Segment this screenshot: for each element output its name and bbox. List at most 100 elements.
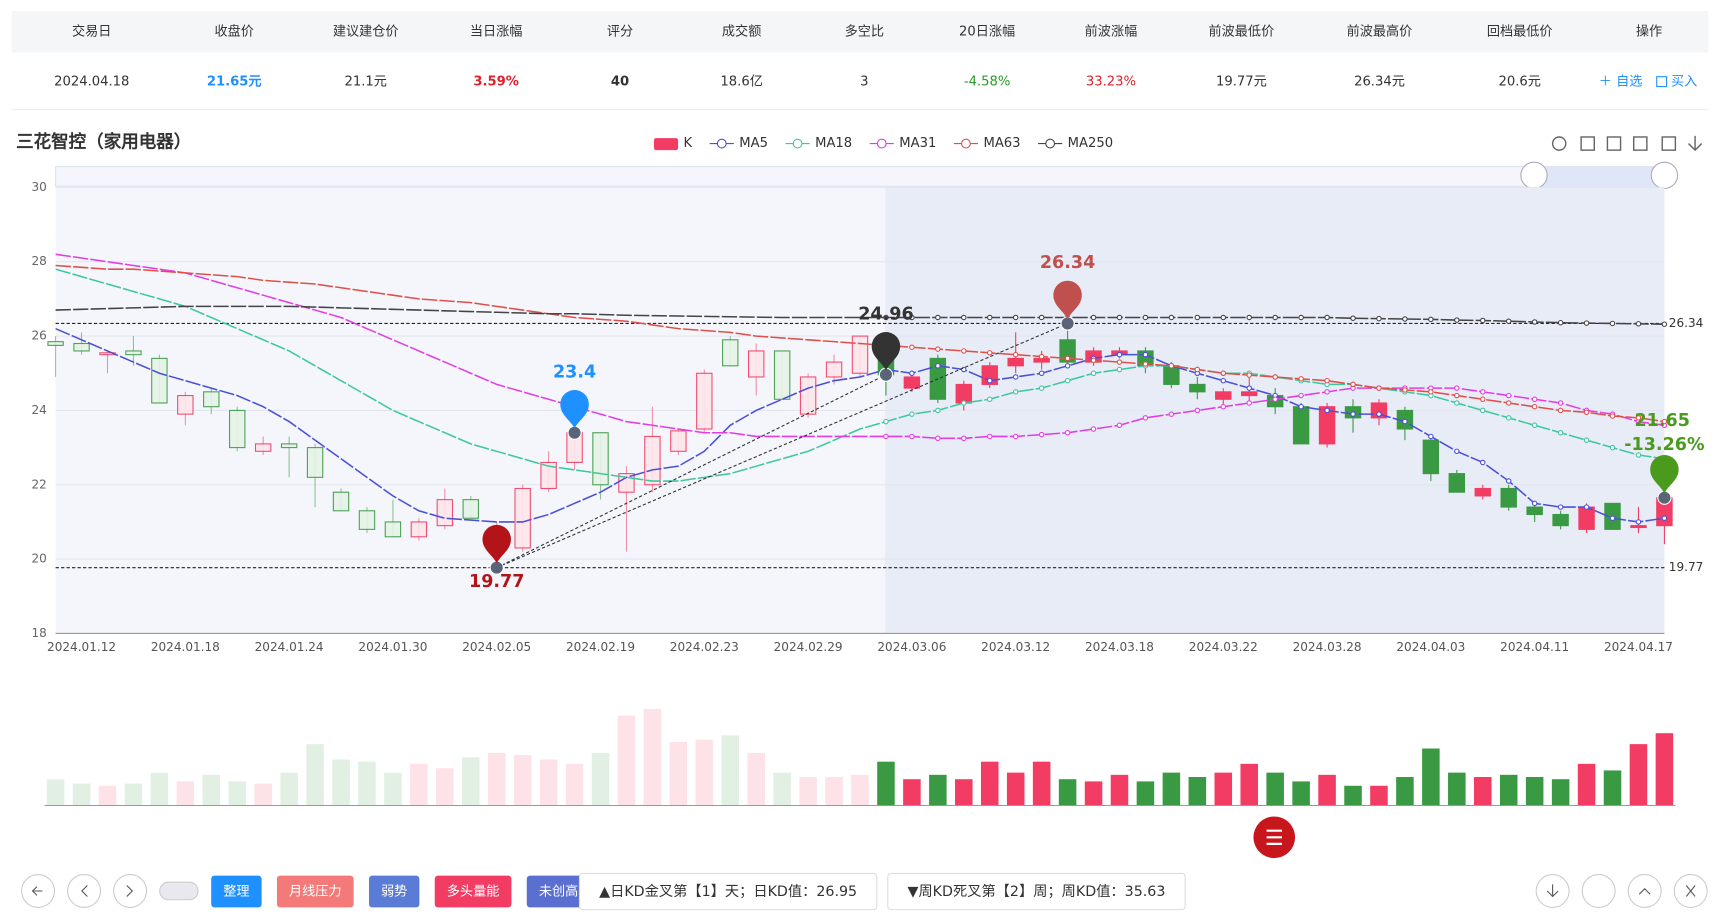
toggle[interactable]: [159, 881, 199, 901]
candle-body: [280, 443, 298, 449]
ma-point: [1012, 374, 1019, 380]
tag-label[interactable]: 多头量能: [447, 883, 500, 900]
volume-bar: [1551, 779, 1570, 806]
tag-label[interactable]: 弱势: [381, 884, 407, 900]
signal-box: [578, 872, 878, 911]
marker-label: 23.4: [553, 362, 596, 382]
icon-select[interactable]: [1661, 136, 1677, 151]
cell: 2024.04.18: [54, 75, 129, 90]
legend-swatch[interactable]: [792, 138, 803, 149]
ma-point: [1038, 370, 1045, 376]
ma-point: [1142, 314, 1149, 321]
tag-bg[interactable]: [211, 875, 262, 908]
tag-button[interactable]: 月线压力: [276, 875, 354, 908]
candle-body: [1007, 357, 1024, 367]
volume-bar: [980, 761, 999, 806]
ma-point: [935, 314, 941, 321]
ma-point: [1168, 363, 1175, 369]
legend-label[interactable]: K: [684, 136, 693, 151]
cell: 3.59%: [473, 75, 519, 90]
ma-point: [1609, 444, 1616, 451]
candle-body: [151, 357, 168, 404]
zoom-handle[interactable]: [1650, 161, 1679, 190]
zoom-slider[interactable]: [55, 166, 1665, 187]
legend-swatch[interactable]: [653, 138, 679, 151]
volume-bar: [228, 781, 247, 806]
x-tick-label: 2024.01.24: [255, 640, 324, 654]
tag-label[interactable]: 整理: [223, 884, 249, 900]
zoom-handle[interactable]: [1520, 161, 1548, 190]
ma-point: [909, 314, 915, 321]
candle-body: [1318, 406, 1336, 445]
trend-line: [496, 322, 1068, 569]
legend-swatch[interactable]: [961, 138, 971, 149]
ma-line: [55, 268, 1665, 482]
ma-point: [935, 346, 941, 352]
legend-label[interactable]: MA18: [815, 136, 852, 151]
candle-body: [332, 491, 350, 512]
candle-body: [747, 350, 765, 378]
action-buy-icon[interactable]: [1656, 76, 1668, 88]
tool-button[interactable]: [1627, 873, 1662, 908]
zoom-window[interactable]: [1533, 166, 1665, 187]
ma-point: [1480, 396, 1486, 403]
tag-button[interactable]: 整理: [211, 875, 262, 908]
legend-swatch[interactable]: [1045, 138, 1056, 149]
ma-point: [1557, 429, 1564, 436]
legend-swatch[interactable]: [716, 138, 727, 149]
tag-button[interactable]: 多头量能: [434, 875, 512, 908]
volume-bar: [591, 752, 610, 806]
icon-zoom[interactable]: [1580, 136, 1595, 151]
candle-body: [1241, 391, 1258, 397]
tool-button[interactable]: [1581, 873, 1616, 908]
volume-bar: [280, 772, 298, 806]
volume-bar: [306, 744, 324, 806]
tag-button[interactable]: 弱势: [368, 875, 420, 908]
volume-bar: [1032, 761, 1051, 806]
ma-point: [1272, 396, 1278, 403]
legend-label[interactable]: MA31: [899, 136, 936, 151]
volume-bar: [1110, 774, 1129, 806]
tag-bg[interactable]: [526, 875, 591, 908]
legend-label[interactable]: MA63: [983, 136, 1020, 151]
icon-restore[interactable]: [1633, 136, 1648, 151]
action-buy[interactable]: 买入: [1671, 74, 1697, 90]
tag-bg[interactable]: [368, 875, 420, 908]
tag-label[interactable]: 月线压力: [289, 884, 342, 900]
reference-label: 19.77: [1669, 560, 1704, 574]
action-add[interactable]: ＋ 自选: [1599, 74, 1643, 90]
ma-point: [1402, 387, 1408, 393]
legend-label[interactable]: MA5: [739, 136, 768, 151]
candle-body: [384, 521, 402, 538]
ma-point: [1194, 366, 1201, 373]
ma-point: [1220, 370, 1227, 376]
tag-label[interactable]: 未创高: [539, 883, 578, 900]
ma-point: [935, 363, 941, 369]
nav-button[interactable]: [113, 873, 148, 908]
icon-download[interactable]: [1688, 135, 1703, 152]
volume-bar: [1344, 785, 1362, 806]
ma-point: [987, 377, 993, 384]
icon-zoom-back[interactable]: [1606, 136, 1622, 151]
ma-point: [1583, 409, 1590, 416]
tag-button[interactable]: 未创高: [526, 875, 591, 908]
nav-button[interactable]: [67, 873, 102, 908]
ma-point: [1246, 314, 1252, 321]
ma-point: [1402, 316, 1408, 322]
column-header: 操作: [1636, 23, 1662, 39]
column-header: 回档最低价: [1487, 23, 1553, 39]
legend-label[interactable]: MA250: [1068, 136, 1113, 151]
ma-point: [1012, 389, 1019, 395]
legend-swatch[interactable]: [876, 138, 887, 149]
ma-point: [1272, 374, 1278, 380]
icon-refresh[interactable]: [1551, 136, 1567, 151]
tag-bg[interactable]: [434, 875, 512, 908]
candle-body: [825, 361, 843, 378]
candle-body: [462, 499, 479, 519]
candle-body: [1370, 402, 1388, 419]
candle-body: [229, 409, 246, 449]
marker-change: -13.26%: [1624, 435, 1704, 455]
tag-bg[interactable]: [276, 875, 354, 908]
cell: 19.77元: [1216, 75, 1267, 90]
candle-body: [1292, 406, 1310, 445]
